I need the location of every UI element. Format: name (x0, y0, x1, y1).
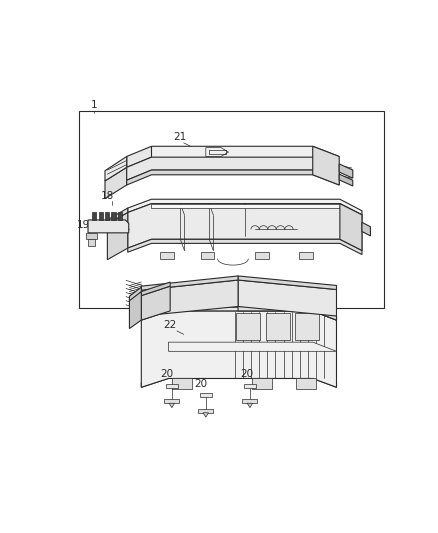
Bar (243, 399, 258, 403)
Polygon shape (299, 252, 313, 259)
Polygon shape (160, 252, 173, 259)
Polygon shape (266, 313, 290, 341)
Polygon shape (88, 220, 129, 233)
Polygon shape (107, 208, 128, 224)
Polygon shape (127, 146, 152, 167)
Polygon shape (128, 204, 362, 251)
Bar (166, 384, 178, 388)
Polygon shape (141, 307, 336, 320)
Polygon shape (339, 174, 353, 186)
Polygon shape (130, 287, 141, 301)
Polygon shape (152, 146, 339, 157)
Polygon shape (152, 146, 313, 157)
Bar (99, 213, 102, 220)
Polygon shape (238, 280, 336, 316)
Bar (105, 213, 109, 220)
Text: 20: 20 (240, 369, 253, 379)
Polygon shape (141, 311, 336, 387)
Bar (164, 399, 179, 403)
Polygon shape (295, 313, 319, 341)
Polygon shape (105, 157, 127, 181)
Polygon shape (127, 170, 339, 185)
Polygon shape (141, 282, 170, 296)
Polygon shape (128, 199, 362, 215)
Polygon shape (255, 252, 268, 259)
Bar (198, 409, 213, 413)
Polygon shape (105, 167, 127, 199)
Polygon shape (238, 276, 336, 289)
Text: 20: 20 (160, 369, 173, 379)
Polygon shape (128, 239, 362, 255)
Text: 21: 21 (174, 132, 187, 142)
Bar (78, 111, 384, 308)
Bar (200, 393, 212, 398)
Polygon shape (203, 413, 208, 417)
Polygon shape (169, 342, 336, 351)
Polygon shape (172, 378, 192, 389)
Polygon shape (152, 204, 362, 219)
Bar (118, 213, 122, 220)
Polygon shape (237, 313, 260, 341)
Polygon shape (107, 213, 128, 260)
Polygon shape (141, 276, 238, 290)
Polygon shape (130, 291, 141, 328)
Polygon shape (127, 157, 339, 180)
Text: 22: 22 (163, 320, 177, 330)
Polygon shape (340, 204, 362, 251)
Text: 1: 1 (91, 100, 97, 110)
Polygon shape (169, 403, 175, 408)
Text: 19: 19 (77, 220, 90, 230)
Text: 18: 18 (101, 191, 114, 200)
Polygon shape (141, 374, 336, 387)
Polygon shape (127, 157, 178, 167)
Polygon shape (339, 164, 353, 178)
Polygon shape (141, 280, 238, 316)
Polygon shape (141, 286, 170, 320)
Bar (111, 213, 116, 220)
Polygon shape (251, 378, 272, 389)
Polygon shape (313, 307, 336, 320)
Text: 20: 20 (194, 378, 207, 389)
Bar (86, 232, 97, 239)
Polygon shape (88, 239, 95, 246)
Bar (92, 213, 96, 220)
Polygon shape (201, 252, 214, 259)
Polygon shape (362, 222, 371, 236)
Bar (244, 384, 256, 388)
Polygon shape (313, 146, 339, 185)
Polygon shape (247, 403, 253, 408)
Polygon shape (296, 378, 316, 389)
Polygon shape (238, 306, 336, 320)
Polygon shape (152, 204, 340, 208)
